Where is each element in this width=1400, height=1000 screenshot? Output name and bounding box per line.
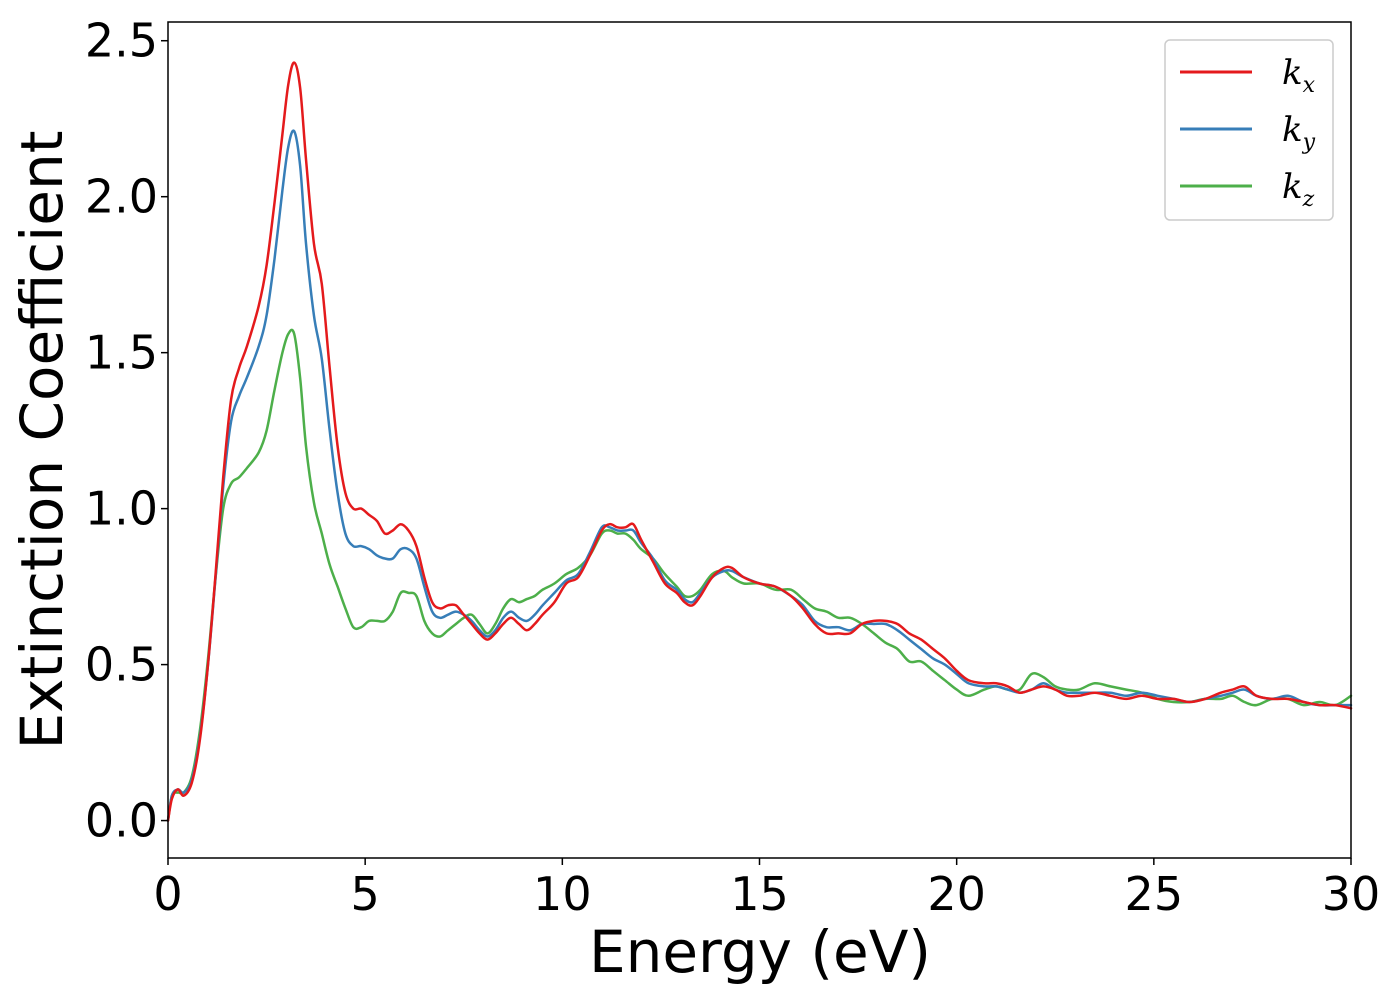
y-axis: 0.0 0.5 1.0 1.5 2.0 2.5: [85, 14, 168, 848]
x-tick-label: 15: [730, 867, 789, 921]
y-tick-label: 0.0: [85, 794, 158, 848]
series-layer: [166, 61, 1353, 822]
legend-label-z: kz: [1282, 167, 1315, 212]
y-tick-label: 1.5: [85, 326, 158, 380]
legend-label-x: kx: [1282, 53, 1316, 98]
y-tick-label: 1.0: [85, 482, 158, 536]
legend: kx ky kz: [1164, 39, 1334, 221]
y-tick-label: 2.5: [85, 14, 158, 68]
x-tick-label: 30: [1322, 867, 1381, 921]
x-tick-label: 5: [351, 867, 380, 921]
y-tick-label: 2.0: [85, 170, 158, 224]
plot-area: [168, 22, 1351, 858]
y-tick-label: 0.5: [85, 638, 158, 692]
legend-label-y: ky: [1282, 110, 1316, 155]
x-tick-label: 10: [533, 867, 592, 921]
x-tick-label: 0: [153, 867, 182, 921]
x-axis: 0 5 10 15 20 25 30: [153, 858, 1380, 921]
y-axis-title: Extinction Coefficient: [8, 131, 76, 750]
series-line-x: [166, 61, 1353, 822]
x-tick-label: 25: [1125, 867, 1184, 921]
series-line-y: [166, 129, 1353, 822]
x-axis-title: Energy (eV): [589, 918, 931, 986]
series-line-z: [166, 328, 1353, 822]
x-tick-label: 20: [927, 867, 986, 921]
